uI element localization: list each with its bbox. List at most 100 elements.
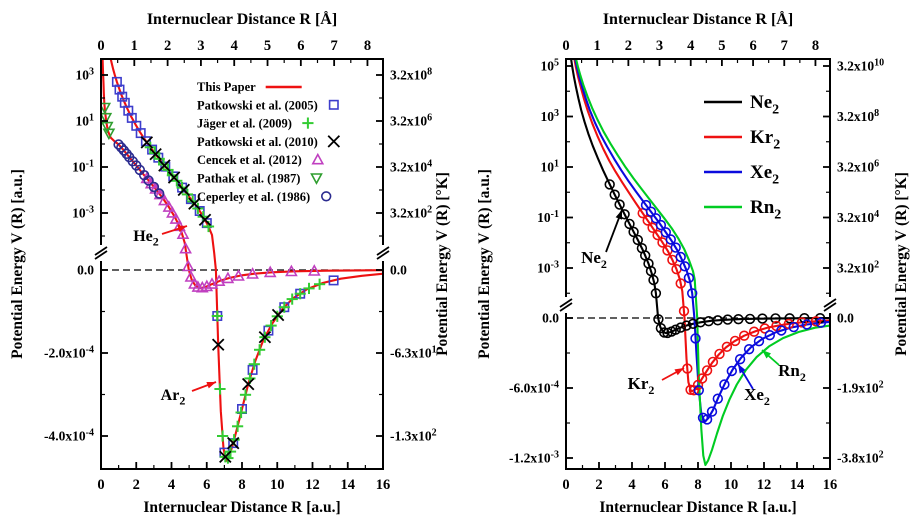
left-tick-label: 101 bbox=[76, 112, 95, 128]
top-tick-label: 8 bbox=[364, 38, 371, 54]
data-point-ne2-points bbox=[614, 199, 625, 210]
data-point-kr2-points bbox=[738, 330, 750, 341]
left-tick-label: -1.2x10-3 bbox=[509, 449, 559, 465]
bottom-tick-label: 12 bbox=[305, 477, 320, 493]
data-point-pathak1987 bbox=[101, 102, 112, 115]
annotation-rn2: Rn2 bbox=[761, 349, 806, 384]
data-point-patkowski2005 bbox=[247, 364, 258, 375]
data-point-xe2-points bbox=[640, 199, 652, 211]
data-point-cencek2012 bbox=[221, 271, 235, 284]
bottom-tick-label: 8 bbox=[694, 477, 701, 493]
top-tick-label: 4 bbox=[687, 38, 694, 54]
data-point-cencek2012 bbox=[232, 269, 245, 281]
left-tick-label: 103 bbox=[541, 108, 560, 124]
left-tick-label: 10-1 bbox=[537, 209, 559, 225]
right-axis-title: Potential Energy V (R) [°K] bbox=[434, 172, 451, 356]
right-tick-label: 0.0 bbox=[837, 311, 854, 326]
data-point-kr2-points bbox=[810, 316, 822, 327]
data-point-patkowski2010 bbox=[241, 377, 255, 391]
data-point-kr2-points bbox=[696, 373, 708, 384]
data-point-cencek2012 bbox=[158, 193, 171, 206]
data-point-xe2-points bbox=[686, 288, 698, 299]
data-point-ceperley1986 bbox=[143, 175, 154, 186]
bottom-tick-label: 8 bbox=[238, 477, 245, 493]
plot-area bbox=[101, 59, 383, 464]
scatter-ceperley1986 bbox=[113, 139, 165, 199]
data-point-ceperley1986 bbox=[113, 139, 124, 150]
axis-break-gap bbox=[562, 297, 570, 313]
left-tick-label: -4.0x10-4 bbox=[44, 427, 94, 443]
left-tick-label: 10-3 bbox=[537, 259, 559, 275]
data-point-ne2-points bbox=[687, 318, 699, 329]
annotation-ne2: Ne2 bbox=[581, 209, 623, 271]
data-point-patkowski2010 bbox=[188, 197, 201, 210]
data-point-xe2-points bbox=[675, 251, 686, 263]
data-point-xe2-points bbox=[660, 227, 671, 238]
data-point-ne2-points bbox=[632, 234, 643, 246]
data-point-ne2-points bbox=[681, 320, 692, 331]
data-point-xe2-points bbox=[665, 234, 676, 245]
data-point-xe2-points bbox=[815, 317, 827, 328]
bottom-tick-label: 2 bbox=[133, 477, 140, 493]
data-point-ne2-points bbox=[648, 274, 659, 286]
annotation-ar2: Ar2 bbox=[161, 381, 217, 407]
bottom-tick-label: 0 bbox=[562, 477, 569, 493]
axis-break bbox=[94, 245, 108, 261]
data-point-xe2-points bbox=[764, 330, 775, 341]
bottom-tick-label: 14 bbox=[341, 477, 356, 493]
top-tick-label: 1 bbox=[131, 38, 138, 54]
right-tick-label: 3.2x104 bbox=[837, 209, 879, 225]
top-tick-label: 6 bbox=[297, 38, 304, 54]
bottom-tick-label: 4 bbox=[168, 477, 175, 493]
bottom-axis: 0 2 4 6 8 10 12 14 16 bbox=[562, 462, 837, 493]
data-point-xe2-points bbox=[693, 385, 704, 396]
axis-break-gap bbox=[826, 297, 834, 313]
axis-break-slash bbox=[376, 250, 390, 260]
bottom-tick-label: 0 bbox=[97, 477, 104, 493]
left-tick-label: 10-3 bbox=[72, 204, 94, 220]
legend-label: Rn2 bbox=[750, 197, 781, 222]
axis-break-slash bbox=[823, 298, 837, 308]
data-point-xe2-points bbox=[655, 219, 667, 231]
top-tick-label: 4 bbox=[231, 38, 238, 54]
left-tick-label: -2.0x10-4 bbox=[44, 344, 94, 360]
axis-break-slash bbox=[376, 246, 390, 256]
annotation-label: Rn2 bbox=[778, 361, 806, 384]
data-point-cencek2012 bbox=[263, 265, 277, 278]
scatter-ne2-points bbox=[604, 179, 826, 339]
curve-kr2 bbox=[573, 59, 830, 393]
legend-label: Patkowski et al. (2005) bbox=[197, 98, 318, 112]
data-point-cencek2012 bbox=[212, 274, 226, 287]
top-tick-label: 0 bbox=[562, 38, 569, 54]
right-tick-label: 3.2x106 bbox=[837, 158, 879, 174]
data-point-ceperley1986 bbox=[116, 142, 127, 153]
annotation-arrow-head bbox=[206, 381, 216, 389]
legend-marker-x bbox=[327, 135, 341, 148]
axis-break-slash bbox=[94, 246, 108, 256]
data-point-patkowski2010 bbox=[219, 450, 232, 464]
data-point-ne2-points bbox=[784, 313, 795, 324]
annotation-arrow-head bbox=[674, 368, 684, 376]
data-point-xe2-points bbox=[788, 321, 799, 333]
data-point-kr2-points bbox=[748, 326, 760, 337]
axis-break bbox=[376, 245, 390, 261]
data-point-xe2-points bbox=[670, 242, 681, 253]
data-point-ne2-points bbox=[733, 314, 744, 325]
axis-break-slash bbox=[94, 250, 108, 260]
top-tick-label: 6 bbox=[749, 38, 756, 54]
bottom-axis-title: Internuclear Distance R [a.u.] bbox=[599, 499, 796, 516]
left-axis: 105 103 101 10-1 10-3 0.0 -6.0x10-4 -1.2x10-3 bbox=[509, 57, 573, 466]
data-point-kr2-points bbox=[678, 305, 690, 317]
bottom-tick-label: 14 bbox=[790, 477, 805, 493]
bottom-tick-label: 16 bbox=[823, 477, 838, 493]
bottom-tick-label: 2 bbox=[595, 477, 602, 493]
bottom-tick-label: 10 bbox=[270, 477, 285, 493]
bottom-axis-title: Internuclear Distance R [a.u.] bbox=[143, 499, 340, 516]
right-tick-label: 0.0 bbox=[390, 263, 407, 278]
top-tick-label: 3 bbox=[197, 38, 204, 54]
data-point-cencek2012 bbox=[179, 241, 192, 254]
data-point-kr2-points bbox=[675, 278, 686, 289]
top-tick-label: 2 bbox=[625, 38, 632, 54]
data-point-cencek2012 bbox=[246, 267, 259, 279]
